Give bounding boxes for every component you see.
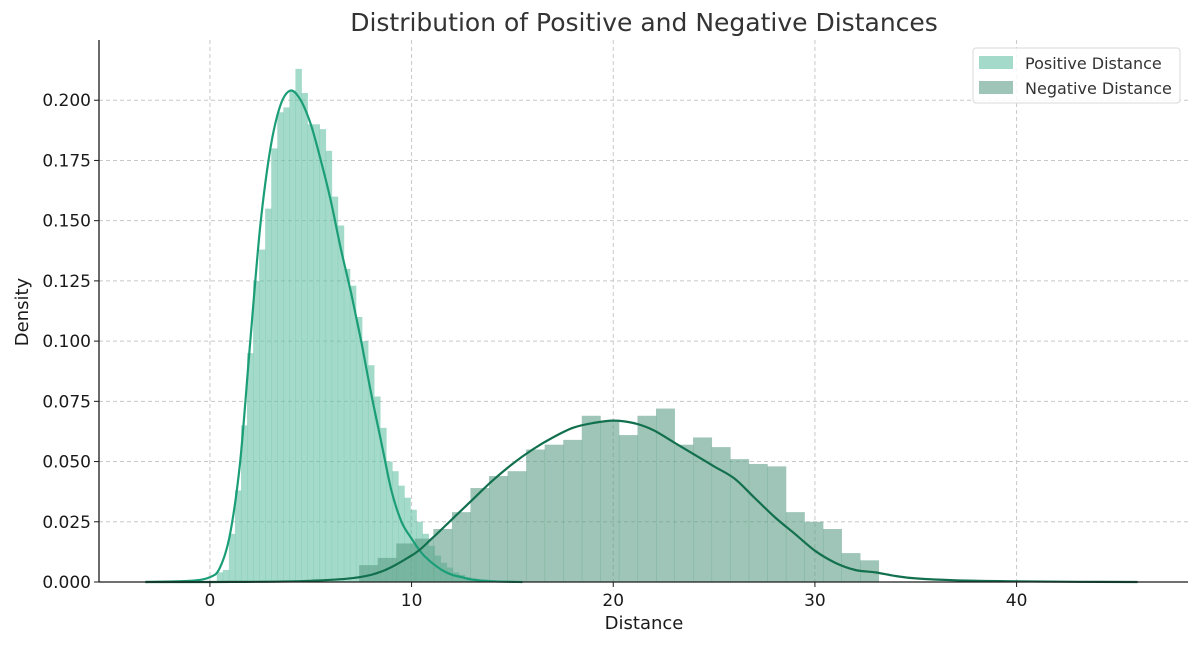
negative-bar — [841, 553, 861, 582]
legend: Positive Distance Negative Distance — [972, 47, 1181, 104]
y-tick-label: 0.150 — [42, 212, 91, 232]
positive-bar — [259, 249, 266, 582]
y-tick-label: 0.000 — [42, 573, 91, 593]
axes — [98, 40, 1188, 583]
positive-bar — [222, 569, 230, 582]
positive-kde-line — [145, 89, 523, 584]
positive-bar — [313, 124, 321, 583]
negative-bar — [396, 543, 416, 582]
positive-bar — [398, 485, 405, 582]
negative-bar — [748, 463, 768, 582]
negative-bar — [711, 447, 731, 582]
negative-bar — [693, 437, 713, 582]
positive-bar — [301, 92, 308, 583]
y-tick-label: 0.125 — [42, 272, 91, 292]
negative-bar — [600, 420, 620, 582]
y-tick-label: 0.175 — [42, 151, 91, 171]
y-ticks: 0.000 0.025 0.050 0.075 0.100 0.125 0.150 0.175… — [42, 91, 99, 593]
legend-swatch-negative — [979, 81, 1013, 94]
negative-bar — [451, 512, 471, 582]
positive-bar — [374, 396, 381, 582]
positive-bar — [331, 196, 339, 583]
positive-bar — [392, 471, 399, 582]
x-ticks: 0 10 20 30 40 — [205, 582, 1028, 611]
negative-bar — [544, 444, 564, 582]
positive-bar — [228, 533, 236, 582]
positive-bar — [247, 353, 254, 582]
negative-bar — [526, 449, 546, 582]
positive-bar — [361, 341, 369, 582]
y-tick-label: 0.025 — [42, 513, 91, 533]
x-tick-label: 0 — [205, 591, 216, 611]
negative-bar — [674, 444, 694, 582]
legend-label-positive: Positive Distance — [1025, 54, 1162, 73]
negative-bar — [637, 415, 657, 582]
negative-bar — [470, 488, 490, 582]
negative-bar — [618, 435, 638, 582]
positive-bar — [253, 280, 260, 582]
positive-bar — [271, 148, 278, 582]
positive-bar — [349, 285, 357, 582]
negative-bar — [507, 471, 527, 582]
positive-bar — [265, 208, 272, 582]
positive-bar — [355, 317, 363, 582]
y-tick-label: 0.200 — [42, 91, 91, 111]
positive-bar — [337, 225, 345, 583]
positive-bar — [240, 425, 248, 582]
positive-bar — [283, 107, 290, 583]
positive-bar — [289, 90, 296, 582]
positive-bar — [343, 268, 351, 582]
positive-bar — [368, 365, 375, 582]
x-tick-label: 40 — [1006, 591, 1028, 611]
x-tick-label: 20 — [602, 591, 624, 611]
x-tick-label: 10 — [401, 591, 423, 611]
histogram-bars — [216, 68, 880, 583]
negative-bar — [785, 512, 805, 582]
positive-bar — [234, 490, 242, 582]
negative-bar — [581, 415, 601, 582]
positive-bar — [319, 129, 327, 582]
positive-bar — [307, 124, 314, 583]
negative-bar — [359, 565, 379, 582]
negative-bar — [730, 459, 750, 582]
negative-bar — [804, 521, 824, 582]
negative-bar — [822, 529, 842, 582]
kde-curves — [145, 89, 1138, 584]
positive-bar — [325, 150, 333, 582]
positive-bar — [386, 461, 393, 582]
legend-swatch-positive — [979, 56, 1013, 69]
negative-bar — [767, 466, 787, 582]
negative-bar — [563, 439, 583, 582]
y-axis-label: Density — [12, 277, 33, 346]
negative-bar — [489, 476, 508, 582]
chart-title: Distribution of Positive and Negative Di… — [350, 8, 938, 37]
positive-bar — [380, 427, 387, 582]
positive-bar — [277, 112, 284, 583]
legend-label-negative: Negative Distance — [1025, 79, 1172, 98]
y-tick-label: 0.075 — [42, 392, 91, 412]
positive-bar — [404, 497, 411, 582]
y-tick-label: 0.100 — [42, 332, 91, 352]
negative-kde-line — [145, 419, 1138, 584]
positive-bar — [295, 68, 302, 582]
x-axis-label: Distance — [605, 613, 684, 634]
x-tick-label: 30 — [804, 591, 826, 611]
y-tick-label: 0.050 — [42, 453, 91, 473]
legend-frame — [972, 47, 1181, 104]
negative-bar — [656, 408, 675, 582]
positive-bar — [216, 572, 224, 582]
